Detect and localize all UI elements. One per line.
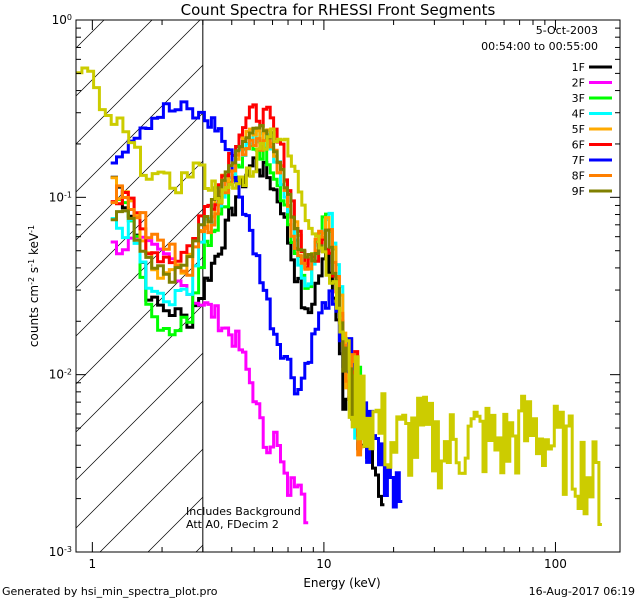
hatch-line (0, 0, 84, 552)
hatch-line (628, 0, 640, 552)
series-line-9F (110, 124, 364, 421)
y-tick-label: 10-3 (49, 545, 72, 560)
hatch-line (76, 20, 105, 49)
hatch-line (76, 64, 203, 193)
series-group (76, 66, 602, 526)
annotation-attenuator: Att A0, FDecim 2 (186, 518, 279, 531)
hatch-line (76, 256, 203, 385)
x-axis-label: Energy (keV) (303, 576, 380, 590)
y-ticks: 100 10-1 10-2 10-3 (49, 13, 620, 560)
legend-label: 7F (572, 154, 585, 167)
chart-title: Count Spectra for RHESSI Front Segments (181, 1, 496, 19)
legend-label: 6F (572, 139, 585, 152)
footer-timestamp: 16-Aug-2017 06:19 (529, 585, 635, 598)
legend-label: 1F (572, 61, 585, 74)
annotation-background: Includes Background (186, 505, 301, 518)
hatch-line (76, 160, 203, 289)
legend: 1F 2F 3F 4F 5F 6F 7F 8F 9F (572, 61, 612, 198)
x-tick-label: 10 (316, 557, 331, 571)
time-range-label: 00:54:00 to 00:55:00 (481, 40, 598, 53)
y-axis-label: counts cm-2 s-1 keV-1 (27, 225, 42, 347)
hatch-line (76, 20, 153, 97)
plot-frame (75, 19, 621, 553)
series-line-2F (110, 235, 309, 525)
legend-label: 3F (572, 92, 585, 105)
x-tick-label: 100 (544, 557, 567, 571)
x-tick-label: 1 (89, 557, 97, 571)
legend-label: 2F (572, 77, 585, 90)
legend-label: 9F (572, 185, 585, 198)
legend-label: 8F (572, 170, 585, 183)
y-tick-label: 10-1 (49, 190, 72, 205)
y-tick-label: 10-2 (49, 367, 72, 382)
series-line-extra (76, 66, 602, 526)
hatch-line (99, 448, 203, 552)
date-label: 5-Oct-2003 (536, 24, 598, 37)
legend-label: 4F (572, 108, 585, 121)
hatch-line (76, 20, 201, 145)
series-line-4F (110, 128, 364, 443)
y-tick-label: 100 (52, 13, 72, 28)
x-ticks: 1 10 100 (89, 20, 567, 571)
hatch-line (76, 400, 203, 529)
footer-generated: Generated by hsi_min_spectra_plot.pro (2, 585, 218, 598)
hatch-line (76, 352, 203, 481)
hatch-line (532, 0, 640, 552)
legend-label: 5F (572, 123, 585, 136)
